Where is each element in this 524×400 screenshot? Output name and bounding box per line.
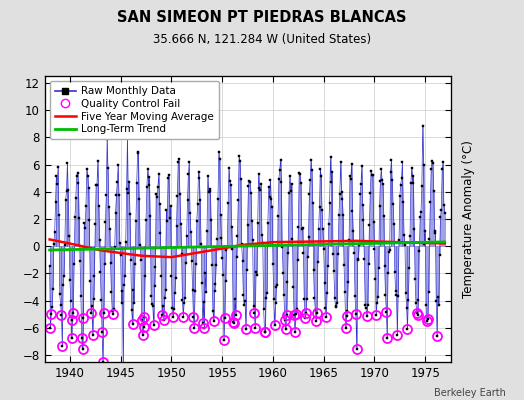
Text: 35.666 N, 121.284 W (United States): 35.666 N, 121.284 W (United States)	[153, 33, 371, 46]
Legend: Raw Monthly Data, Quality Control Fail, Five Year Moving Average, Long-Term Tren: Raw Monthly Data, Quality Control Fail, …	[50, 81, 219, 140]
Y-axis label: Temperature Anomaly (°C): Temperature Anomaly (°C)	[463, 140, 475, 298]
Text: SAN SIMEON PT PIEDRAS BLANCAS: SAN SIMEON PT PIEDRAS BLANCAS	[117, 10, 407, 25]
Text: Berkeley Earth: Berkeley Earth	[434, 388, 506, 398]
